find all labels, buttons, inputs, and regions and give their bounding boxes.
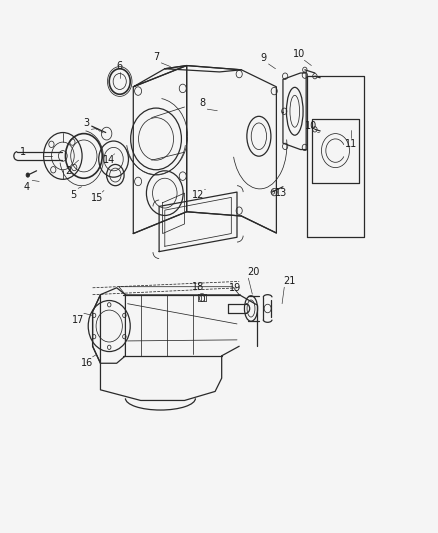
Text: 19: 19: [228, 283, 240, 293]
Circle shape: [26, 173, 29, 177]
Text: 3: 3: [83, 118, 89, 128]
Text: 10: 10: [304, 120, 317, 131]
Text: 14: 14: [103, 155, 115, 165]
Text: 7: 7: [152, 52, 159, 61]
Text: 10: 10: [292, 49, 304, 59]
Text: 13: 13: [274, 188, 286, 198]
Text: 11: 11: [344, 139, 356, 149]
Text: 2: 2: [65, 166, 71, 176]
Text: 18: 18: [191, 282, 203, 292]
Text: 5: 5: [70, 190, 76, 200]
Text: 8: 8: [198, 98, 205, 108]
Text: 12: 12: [192, 190, 204, 200]
Text: 20: 20: [247, 267, 259, 277]
Text: 16: 16: [81, 358, 93, 368]
Text: 1: 1: [20, 147, 26, 157]
Text: 21: 21: [283, 276, 295, 286]
Text: 6: 6: [117, 61, 123, 70]
Text: 15: 15: [91, 193, 103, 204]
Text: 4: 4: [24, 182, 30, 192]
Text: 9: 9: [260, 53, 266, 62]
Text: 17: 17: [72, 314, 85, 325]
